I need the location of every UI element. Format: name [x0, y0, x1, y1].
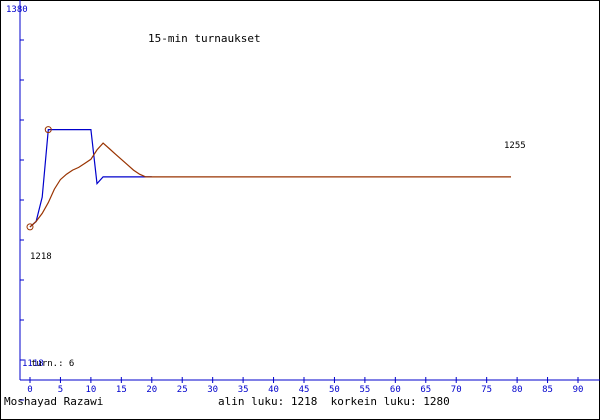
x-tick-label: 40 [268, 385, 279, 395]
x-ticks: 0 5 10 15 20 25 30 35 40 45 50 55 60 65 70 75 80 85 90 [27, 377, 583, 395]
x-tick-label: 25 [177, 385, 188, 395]
x-tick-label: 90 [573, 385, 584, 395]
turn-label: turn.: 6 [31, 359, 74, 369]
marker-layer [26, 126, 52, 231]
y-ticks [20, 39, 24, 401]
author-name: Moshayad Razawi [4, 395, 104, 408]
data-marker [26, 223, 34, 231]
x-tick-label: 20 [146, 385, 157, 395]
x-tick-label: 0 [27, 385, 32, 395]
x-tick-label: 45 [299, 385, 310, 395]
y-bottom-label: 1118 [22, 359, 44, 369]
start-value-label: 1218 [30, 252, 52, 262]
x-tick-label: 65 [420, 385, 431, 395]
series-line-1 [29, 129, 152, 228]
x-tick-label: 15 [116, 385, 127, 395]
series-layer [29, 129, 511, 228]
data-marker [44, 126, 52, 134]
x-tick-label: 60 [390, 385, 401, 395]
chart-title: 15-min turnaukset [148, 32, 261, 45]
x-tick-label: 35 [238, 385, 249, 395]
x-tick-label: 50 [329, 385, 340, 395]
x-tick-label: 55 [359, 385, 370, 395]
x-tick-label: 85 [542, 385, 553, 395]
x-tick-label: 75 [481, 385, 492, 395]
x-tick-label: 80 [512, 385, 523, 395]
end-value-label: 1255 [504, 141, 526, 151]
series-line-2 [29, 142, 511, 228]
x-tick-label: 70 [451, 385, 462, 395]
min-max-stats: alin luku: 1218 korkein luku: 1280 [218, 395, 450, 408]
y-top-label: 1380 [6, 5, 28, 15]
x-tick-label: 5 [58, 385, 63, 395]
x-tick-label: 10 [85, 385, 96, 395]
x-tick-label: 30 [207, 385, 218, 395]
